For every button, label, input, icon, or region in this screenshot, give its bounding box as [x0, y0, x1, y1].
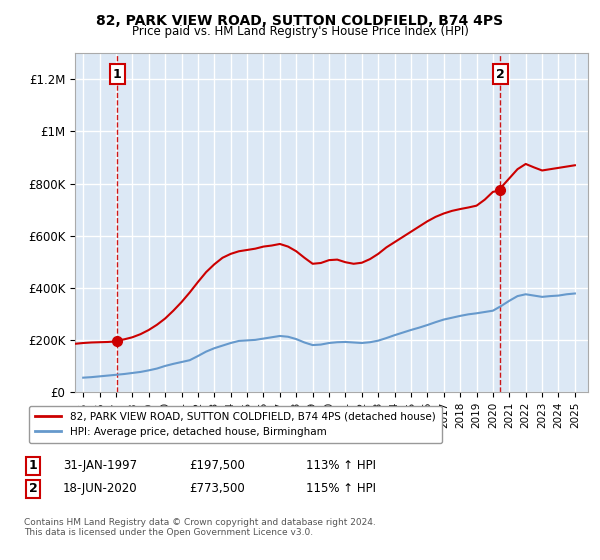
Text: 2: 2: [29, 482, 37, 496]
Text: £773,500: £773,500: [189, 482, 245, 496]
Text: 115% ↑ HPI: 115% ↑ HPI: [306, 482, 376, 496]
Text: Price paid vs. HM Land Registry's House Price Index (HPI): Price paid vs. HM Land Registry's House …: [131, 25, 469, 38]
Text: 1: 1: [29, 459, 37, 473]
Text: 31-JAN-1997: 31-JAN-1997: [63, 459, 137, 473]
Text: 18-JUN-2020: 18-JUN-2020: [63, 482, 137, 496]
Text: 1: 1: [113, 68, 122, 81]
Text: 82, PARK VIEW ROAD, SUTTON COLDFIELD, B74 4PS: 82, PARK VIEW ROAD, SUTTON COLDFIELD, B7…: [97, 14, 503, 28]
Text: 2: 2: [496, 68, 505, 81]
Text: £197,500: £197,500: [189, 459, 245, 473]
Text: 113% ↑ HPI: 113% ↑ HPI: [306, 459, 376, 473]
Text: Contains HM Land Registry data © Crown copyright and database right 2024.
This d: Contains HM Land Registry data © Crown c…: [24, 518, 376, 538]
Legend: 82, PARK VIEW ROAD, SUTTON COLDFIELD, B74 4PS (detached house), HPI: Average pri: 82, PARK VIEW ROAD, SUTTON COLDFIELD, B7…: [29, 405, 442, 444]
